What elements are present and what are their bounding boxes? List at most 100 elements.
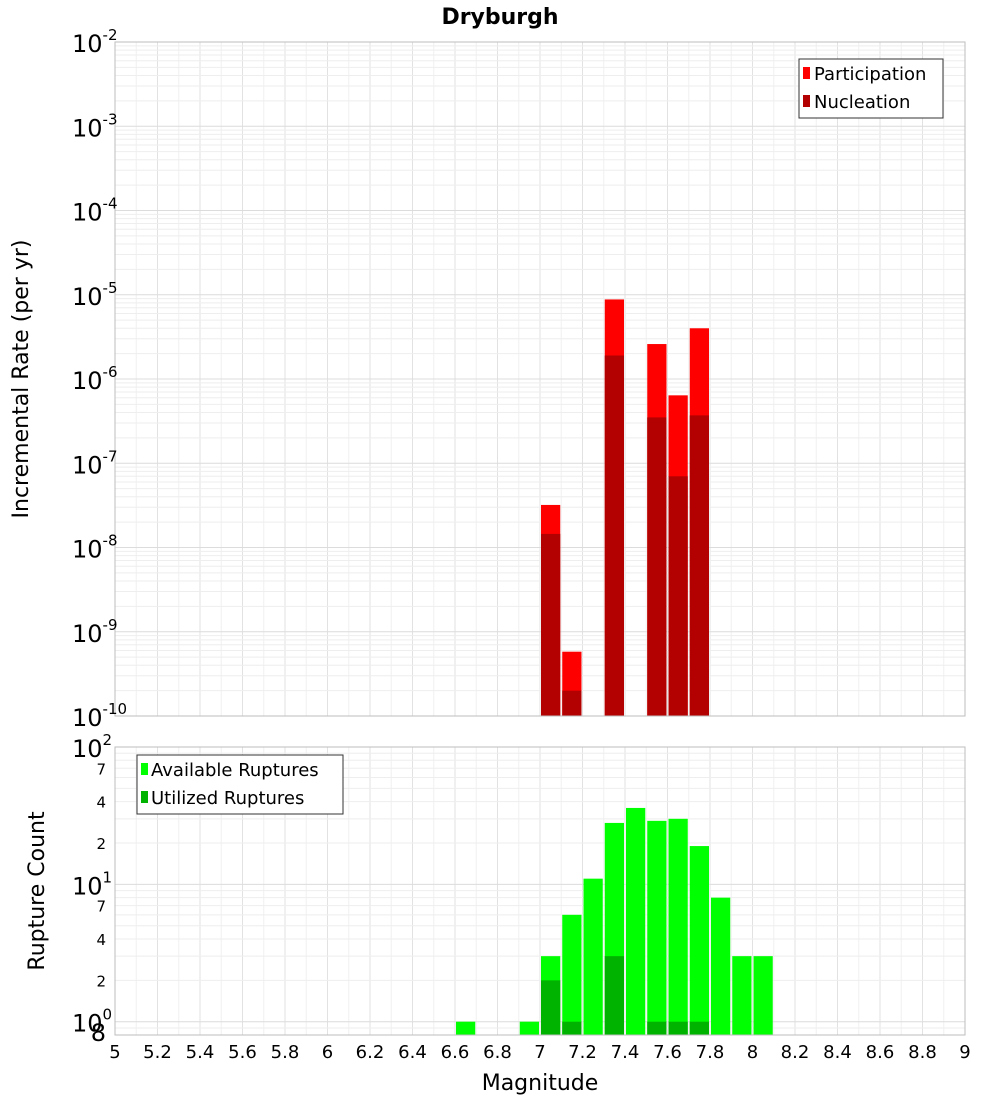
- rate-y-tick-label: 10-2: [72, 26, 118, 58]
- count-legend: Available Ruptures Utilized Ruptures: [136, 754, 344, 815]
- count-y-minor-tick-label: 2: [96, 835, 106, 853]
- x-tick-label: 6.4: [398, 1042, 427, 1063]
- x-tick-label: 6.8: [483, 1042, 512, 1063]
- rate-legend-label: Nucleation: [814, 92, 910, 113]
- rate-plot-bars: [541, 299, 709, 716]
- rate-legend-swatch: [803, 95, 810, 107]
- count-bar-available-ruptures: [647, 820, 667, 1035]
- count-bar-available-ruptures: [689, 846, 709, 1035]
- rate-legend-box: [798, 58, 944, 119]
- count-y-tick-base: 10: [72, 872, 103, 900]
- rate-legend: Participation Nucleation: [798, 58, 944, 119]
- rate-y-tick-label: 10-8: [72, 532, 118, 564]
- x-tick-label: 7.4: [611, 1042, 640, 1063]
- count-plot-bars: [456, 807, 773, 1035]
- count-bar-utilized-ruptures: [668, 1021, 688, 1035]
- count-legend-swatch: [141, 791, 148, 803]
- rate-y-tick-label: 10-7: [72, 447, 118, 479]
- count-legend-label: Available Ruptures: [151, 760, 319, 781]
- x-tick-label: 5: [109, 1042, 120, 1063]
- x-tick-label: 8.8: [908, 1042, 937, 1063]
- x-tick-label: 7.8: [696, 1042, 725, 1063]
- count-bar-available-ruptures: [583, 878, 603, 1035]
- rate-y-tick-exp: -3: [103, 110, 118, 128]
- count-bar-utilized-ruptures: [562, 1021, 582, 1035]
- rate-plot-grid: [114, 42, 966, 717]
- rate-y-tick-base: 10: [72, 30, 103, 58]
- rate-y-tick-label: 10-3: [72, 110, 118, 142]
- rate-plot-border: [114, 41, 966, 717]
- x-tick-label: 7: [534, 1042, 545, 1063]
- rate-bar-nucleation: [647, 417, 667, 716]
- rate-y-tick-label: 10-6: [72, 363, 118, 395]
- rate-y-tick-label: 10-5: [72, 279, 118, 311]
- x-tick-labels: 5 5.2 5.4 5.6 5.8 6 6.2 6.4 6.6 6.8 7 7.2 7.4 7.6 7.8 8…: [109, 1042, 970, 1063]
- count-bar-available-ruptures: [626, 807, 646, 1035]
- rate-y-tick-base: 10: [72, 283, 103, 311]
- x-tick-label: 9: [959, 1042, 970, 1063]
- count-y-tick-label: 102: [72, 731, 112, 763]
- count-y-tick-exp: 2: [103, 731, 113, 749]
- x-tick-label: 5.6: [228, 1042, 257, 1063]
- count-y-minor-tick-label: 8: [91, 1019, 106, 1047]
- rate-bar-nucleation: [604, 355, 624, 716]
- rate-y-tick-base: 10: [72, 620, 103, 648]
- x-tick-label: 5.4: [186, 1042, 215, 1063]
- count-y-tick-base: 10: [72, 735, 103, 763]
- count-y-tick-label: 101: [72, 868, 112, 900]
- x-tick-label: 7.2: [568, 1042, 597, 1063]
- count-bar-available-ruptures: [668, 818, 688, 1035]
- rate-bar-nucleation: [668, 476, 688, 716]
- count-bar-available-ruptures: [562, 914, 582, 1035]
- count-bar-utilized-ruptures: [541, 980, 561, 1035]
- rate-y-tick-exp: -4: [103, 195, 118, 213]
- rate-bar-nucleation: [541, 533, 561, 716]
- count-y-tick-base: 10: [72, 1010, 103, 1038]
- chart-title: Dryburgh: [441, 5, 558, 30]
- x-tick-label: 8.2: [781, 1042, 810, 1063]
- x-tick-label: 8: [747, 1042, 758, 1063]
- rate-y-tick-base: 10: [72, 451, 103, 479]
- count-y-minor-tick-label: 4: [96, 794, 106, 812]
- count-y-tick-exp: 0: [103, 1006, 113, 1024]
- count-bar-available-ruptures: [456, 1021, 476, 1035]
- count-bar-available-ruptures: [519, 1021, 539, 1035]
- x-tick-label: 7.6: [653, 1042, 682, 1063]
- rate-y-tick-label: 10-4: [72, 195, 118, 227]
- rate-y-tick-exp: -6: [103, 363, 118, 381]
- count-y-minor-tick-label: 7: [96, 898, 106, 916]
- count-legend-label: Utilized Ruptures: [151, 788, 304, 809]
- rate-y-tick-label: 10-10: [72, 700, 127, 732]
- count-legend-box: [136, 754, 344, 815]
- rate-y-tick-base: 10: [72, 704, 103, 732]
- count-y-tick-label: 100: [72, 1006, 112, 1038]
- x-tick-label: 8.4: [823, 1042, 852, 1063]
- count-bar-available-ruptures: [753, 956, 773, 1035]
- rate-y-tick-exp: -8: [103, 532, 118, 550]
- count-bar-available-ruptures: [711, 897, 731, 1035]
- count-y-minor-tick-label: 7: [96, 760, 106, 778]
- rate-y-tick-base: 10: [72, 536, 103, 564]
- count-bar-utilized-ruptures: [689, 1021, 709, 1035]
- rate-bar-nucleation: [689, 415, 709, 716]
- rate-y-tick-exp: -10: [103, 700, 128, 718]
- rate-legend-swatch: [803, 67, 810, 79]
- x-axis-label: Magnitude: [482, 1071, 599, 1096]
- rate-y-tick-base: 10: [72, 114, 103, 142]
- rate-bar-nucleation: [562, 690, 582, 716]
- x-tick-label: 6.6: [441, 1042, 470, 1063]
- rate-y-tick-exp: -7: [103, 447, 118, 465]
- count-legend-swatch: [141, 763, 148, 775]
- x-tick-label: 8.6: [866, 1042, 895, 1063]
- x-tick-label: 5.8: [271, 1042, 300, 1063]
- x-tick-label: 6.2: [356, 1042, 385, 1063]
- count-y-minor-tick-label: 4: [96, 931, 106, 949]
- rate-y-axis-label: Incremental Rate (per yr): [9, 240, 34, 519]
- count-y-tick-exp: 1: [103, 868, 113, 886]
- count-plot-border: [114, 746, 966, 1036]
